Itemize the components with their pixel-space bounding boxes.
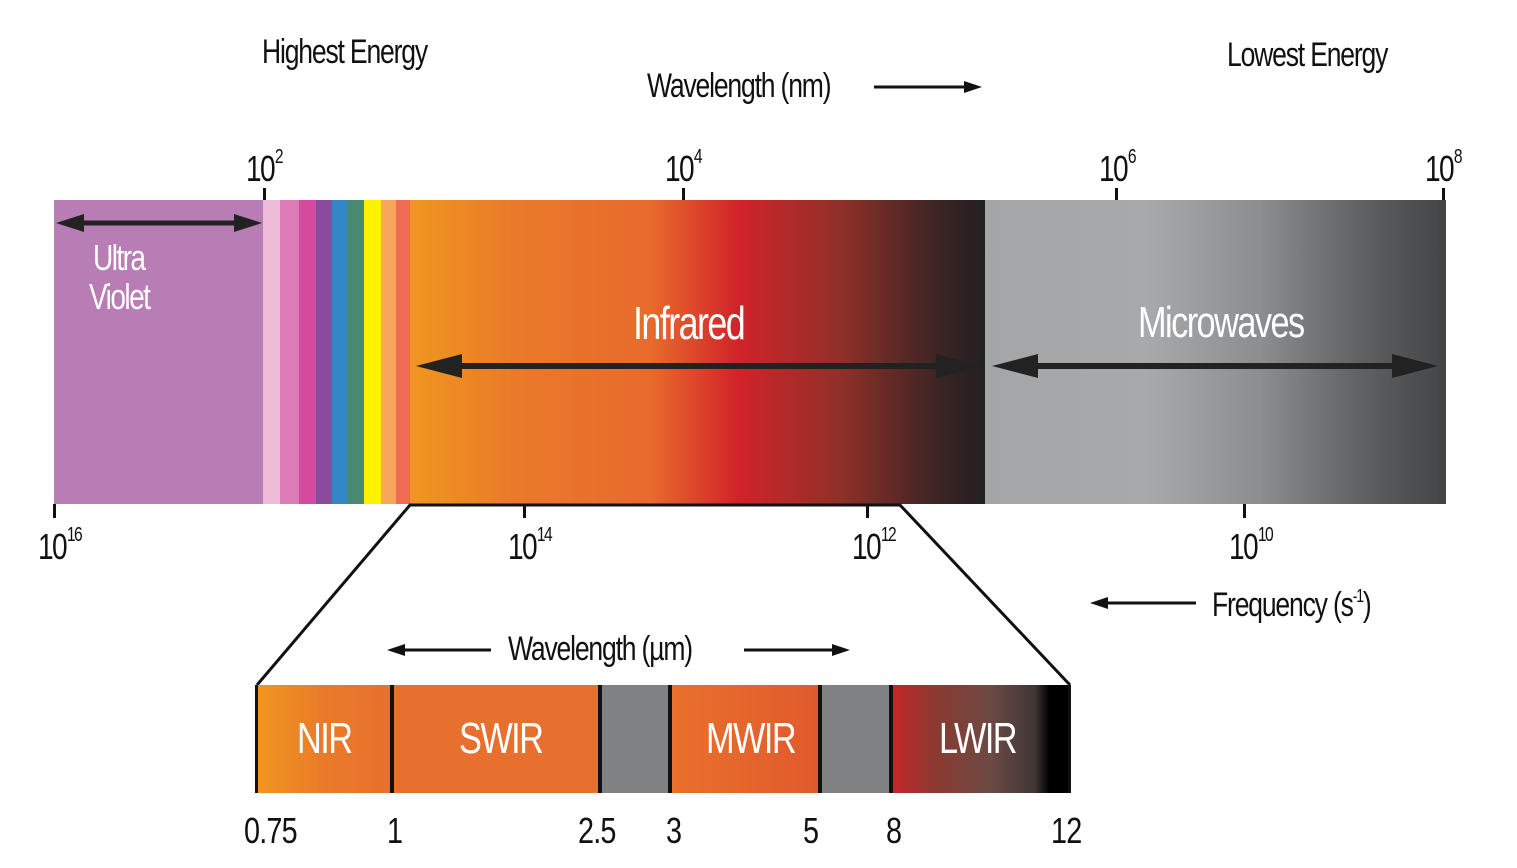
tick-mark xyxy=(866,504,869,518)
frequency-tick-1e16: 1016 xyxy=(38,524,83,567)
frequency-tick-1e14: 1014 xyxy=(508,524,553,567)
nir-band xyxy=(257,685,392,793)
infrared-region xyxy=(410,200,985,504)
band-divider xyxy=(889,685,893,793)
detail-tick-0-75: 0.75 xyxy=(244,810,298,851)
tick-mark xyxy=(523,504,526,518)
mwir-label: MWIR xyxy=(706,714,797,763)
band-divider xyxy=(255,685,258,793)
ultraviolet-region xyxy=(54,200,263,504)
mwir-band xyxy=(670,685,820,793)
visible-band-green xyxy=(348,200,364,504)
gap-band-2-5-to-3 xyxy=(600,685,670,793)
detail-wavelength-axis-label: Wavelength (µm) xyxy=(508,630,693,668)
detail-arrow-left-icon xyxy=(387,644,491,656)
frequency-tick-1e12: 1012 xyxy=(852,524,897,567)
frequency-tick-1e10: 1010 xyxy=(1229,524,1274,567)
visible-band-pink xyxy=(280,200,299,504)
microwaves-region xyxy=(985,200,1446,504)
band-divider xyxy=(668,685,672,793)
infrared-range-arrow-icon xyxy=(416,354,982,378)
infrared-label: Infrared xyxy=(633,297,746,349)
visible-band-magenta xyxy=(299,200,316,504)
wavelength-tick-1e2: 102 xyxy=(246,146,284,189)
band-divider xyxy=(390,685,394,793)
detail-arrow-right-icon xyxy=(744,644,850,656)
gap-band-5-to-8 xyxy=(820,685,891,793)
swir-label: SWIR xyxy=(459,714,544,763)
band-divider xyxy=(1068,685,1071,793)
tick-mark xyxy=(682,188,685,202)
band-divider xyxy=(818,685,822,793)
tick-mark xyxy=(1243,504,1246,518)
detail-tick-5: 5 xyxy=(803,810,819,851)
wavelength-axis-label: Wavelength (nm) xyxy=(647,67,832,105)
visible-band-pale-pink xyxy=(263,200,280,504)
nir-label: NIR xyxy=(297,714,353,763)
wavelength-tick-1e8: 108 xyxy=(1425,146,1463,189)
frequency-axis-label: Frequency (s-1) xyxy=(1212,586,1372,624)
arrow-right-icon xyxy=(874,81,982,93)
tick-mark xyxy=(1115,188,1118,202)
wavelength-tick-1e4: 104 xyxy=(665,146,703,189)
visible-band-blue xyxy=(332,200,348,504)
visible-band-coral xyxy=(396,200,410,504)
detail-tick-12: 12 xyxy=(1051,810,1082,851)
visible-band-violet xyxy=(316,200,332,504)
wavelength-tick-1e6: 106 xyxy=(1099,146,1137,189)
ultraviolet-range-arrow-icon xyxy=(56,214,262,232)
highest-energy-label: Highest Energy xyxy=(262,33,428,71)
visible-band-light-orange xyxy=(381,200,396,504)
lwir-label: LWIR xyxy=(939,714,1018,763)
ultraviolet-label-line1: Ultra xyxy=(93,237,146,278)
arrow-left-icon xyxy=(1090,597,1196,609)
ultraviolet-label-line2: Violet xyxy=(89,276,151,317)
band-divider xyxy=(598,685,602,793)
detail-tick-3: 3 xyxy=(666,810,682,851)
swir-band xyxy=(392,685,600,793)
microwaves-range-arrow-icon xyxy=(992,354,1438,378)
lowest-energy-label: Lowest Energy xyxy=(1227,36,1388,74)
detail-tick-1: 1 xyxy=(387,810,403,851)
tick-mark xyxy=(53,504,56,518)
detail-tick-2-5: 2.5 xyxy=(578,810,616,851)
lwir-band xyxy=(891,685,1071,793)
detail-tick-8: 8 xyxy=(886,810,902,851)
microwaves-label: Microwaves xyxy=(1138,298,1305,347)
tick-mark xyxy=(263,188,266,202)
tick-mark xyxy=(1442,188,1445,202)
visible-band-yellow xyxy=(364,200,381,504)
